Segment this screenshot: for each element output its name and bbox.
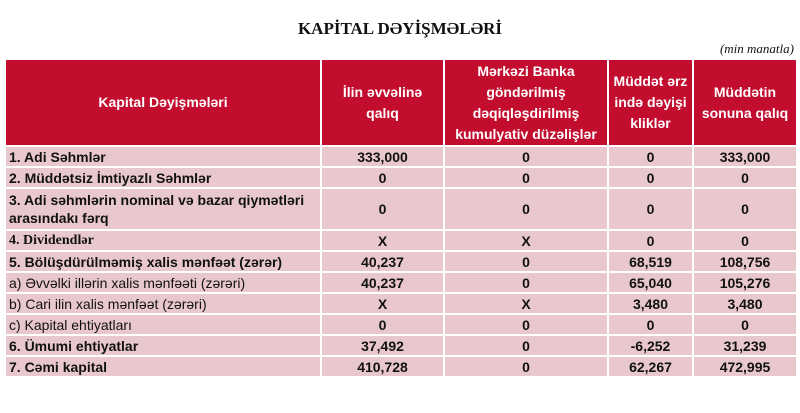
row-label: 2. Müddətsiz İmtiyazlı Səhmlər bbox=[4, 166, 322, 189]
cell-value: 0 bbox=[443, 187, 609, 231]
unit-note: (min manatla) bbox=[719, 41, 794, 56]
table-row: 1. Adi Səhmlər 333,000 0 0 333,000 bbox=[4, 145, 798, 168]
cell-value: 37,492 bbox=[320, 334, 445, 357]
table-row: 5. Bölüşdürülməmiş xalis mənfəət (zərər)… bbox=[4, 250, 798, 273]
cell-value: 0 bbox=[692, 229, 798, 252]
row-label: b) Cari ilin xalis mənfəət (zərəri) bbox=[4, 292, 322, 315]
column-header: Mərkəzi Banka göndərilmiş dəqiqləşdirilm… bbox=[443, 58, 609, 147]
row-label: 7. Cəmi kapital bbox=[4, 355, 322, 378]
row-label: 6. Ümumi ehtiyatlar bbox=[4, 334, 322, 357]
cell-value: 0 bbox=[607, 229, 694, 252]
table-header-row: Kapital Dəyişmələri İlin əvvəlinə qalıq … bbox=[4, 58, 798, 147]
cell-value: 0 bbox=[692, 187, 798, 231]
cell-value: 0 bbox=[443, 271, 609, 294]
cell-value: -6,252 bbox=[607, 334, 694, 357]
row-label: 1. Adi Səhmlər bbox=[4, 145, 322, 168]
cell-value: 68,519 bbox=[607, 250, 694, 273]
table-row: 3. Adi səhmlərin nominal və bazar qiymət… bbox=[4, 187, 798, 231]
cell-value: 333,000 bbox=[692, 145, 798, 168]
table-row: 6. Ümumi ehtiyatlar 37,492 0 -6,252 31,239 bbox=[4, 334, 798, 357]
cell-value: 105,276 bbox=[692, 271, 798, 294]
row-label: c) Kapital ehtiyatları bbox=[4, 313, 322, 336]
cell-value: 3,480 bbox=[692, 292, 798, 315]
column-header: Kapital Dəyişmələri bbox=[4, 58, 322, 147]
table-row: b) Cari ilin xalis mənfəət (zərəri) X X 3,4… bbox=[4, 292, 798, 315]
cell-value: 0 bbox=[320, 166, 445, 189]
cell-value: 0 bbox=[443, 166, 609, 189]
cell-value: 0 bbox=[692, 313, 798, 336]
cell-value: 0 bbox=[607, 313, 694, 336]
cell-value: 0 bbox=[320, 313, 445, 336]
row-label: 3. Adi səhmlərin nominal və bazar qiymət… bbox=[4, 187, 322, 231]
cell-value: 3,480 bbox=[607, 292, 694, 315]
cell-value: 0 bbox=[443, 334, 609, 357]
page-title: KAPİTAL DƏYİŞMƏLƏRİ bbox=[297, 19, 503, 38]
cell-value: 0 bbox=[320, 187, 445, 231]
cell-value: 40,237 bbox=[320, 250, 445, 273]
cell-value: 65,040 bbox=[607, 271, 694, 294]
cell-value: 40,237 bbox=[320, 271, 445, 294]
row-label: 5. Bölüşdürülməmiş xalis mənfəət (zərər) bbox=[4, 250, 322, 273]
cell-value: 0 bbox=[443, 355, 609, 378]
table-row: c) Kapital ehtiyatları 0 0 0 0 bbox=[4, 313, 798, 336]
row-label: 4. Dividendlər bbox=[4, 229, 322, 252]
row-label: a) Əvvəlki illərin xalis mənfəəti (zərər… bbox=[4, 271, 322, 294]
cell-value: 31,239 bbox=[692, 334, 798, 357]
cell-value: X bbox=[443, 229, 609, 252]
cell-value: 0 bbox=[607, 187, 694, 231]
column-header: Müddətin sonuna qalıq bbox=[692, 58, 798, 147]
cell-value: X bbox=[320, 229, 445, 252]
cell-value: 108,756 bbox=[692, 250, 798, 273]
table-row: 4. Dividendlər X X 0 0 bbox=[4, 229, 798, 252]
cell-value: 0 bbox=[607, 145, 694, 168]
cell-value: X bbox=[443, 292, 609, 315]
cell-value: X bbox=[320, 292, 445, 315]
table-row: a) Əvvəlki illərin xalis mənfəəti (zərər… bbox=[4, 271, 798, 294]
column-header: İlin əvvəlinə qalıq bbox=[320, 58, 445, 147]
cell-value: 0 bbox=[443, 145, 609, 168]
table-row: 7. Cəmi kapital 410,728 0 62,267 472,995 bbox=[4, 355, 798, 378]
cell-value: 472,995 bbox=[692, 355, 798, 378]
cell-value: 410,728 bbox=[320, 355, 445, 378]
cell-value: 0 bbox=[443, 250, 609, 273]
cell-value: 0 bbox=[607, 166, 694, 189]
cell-value: 333,000 bbox=[320, 145, 445, 168]
capital-changes-table: Kapital Dəyişmələri İlin əvvəlinə qalıq … bbox=[4, 58, 798, 378]
column-header: Müddət ərzində dəyişikliklər bbox=[607, 58, 694, 147]
cell-value: 0 bbox=[692, 166, 798, 189]
table-row: 2. Müddətsiz İmtiyazlı Səhmlər 0 0 0 0 bbox=[4, 166, 798, 189]
cell-value: 0 bbox=[443, 313, 609, 336]
cell-value: 62,267 bbox=[607, 355, 694, 378]
